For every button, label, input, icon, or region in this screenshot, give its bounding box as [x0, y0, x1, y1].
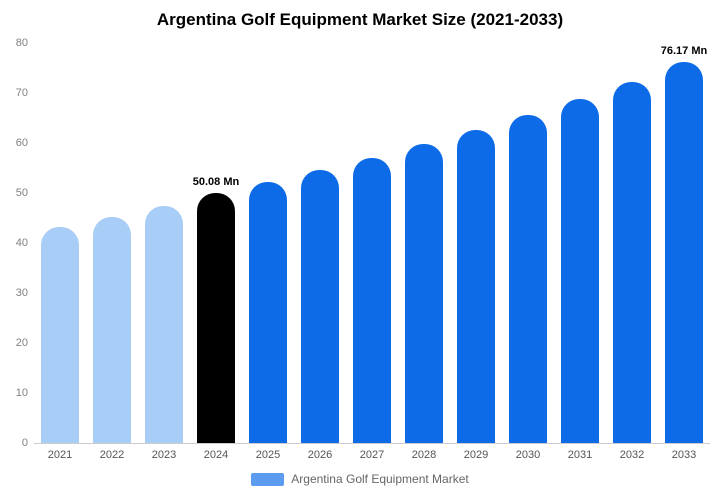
x-tick-label: 2032 [619, 449, 645, 461]
x-tick-label: 2028 [411, 449, 437, 461]
bar-slot [294, 42, 346, 443]
x-axis: 2021 2022 2023 2024 2025 2026 2027 2028 2029 2030… [34, 449, 710, 461]
legend-label: Argentina Golf Equipment Market [291, 472, 469, 486]
x-tick-label: 2024 [203, 449, 229, 461]
x-tick-label: 2031 [567, 449, 593, 461]
x-tick-label: 2023 [151, 449, 177, 461]
data-label: 76.17 Mn [660, 45, 708, 58]
bar-slot [554, 42, 606, 443]
y-tick-label: 40 [15, 237, 28, 249]
bar-2032[interactable] [613, 81, 651, 443]
x-tick-label: 2033 [671, 449, 697, 461]
bar-2028[interactable] [405, 144, 443, 443]
bar-slot [502, 42, 554, 443]
y-tick-label: 10 [15, 387, 28, 399]
bar-2022[interactable] [93, 216, 131, 443]
bar-2026[interactable] [301, 170, 339, 443]
y-tick-label: 50 [15, 187, 28, 199]
x-tick-label: 2027 [359, 449, 385, 461]
y-axis: 0 10 20 30 40 50 60 70 80 [2, 37, 30, 449]
bars-row: 50.08 Mn 76.17 Mn [34, 42, 710, 443]
bar-slot [606, 42, 658, 443]
bar-2023[interactable] [145, 206, 183, 443]
x-tick-label: 2021 [47, 449, 73, 461]
bar-slot [346, 42, 398, 443]
bar-2027[interactable] [353, 158, 391, 443]
legend[interactable]: Argentina Golf Equipment Market [0, 472, 720, 486]
y-tick-label: 70 [15, 87, 28, 99]
bar-2025[interactable] [249, 181, 287, 443]
bar-slot [398, 42, 450, 443]
bar-2029[interactable] [457, 129, 495, 443]
legend-swatch [251, 472, 285, 486]
bar-2033[interactable] [665, 62, 703, 443]
y-tick-label: 0 [21, 437, 28, 449]
chart-title: Argentina Golf Equipment Market Size (20… [156, 10, 564, 29]
y-tick-label: 30 [15, 287, 28, 299]
x-tick-label: 2025 [255, 449, 281, 461]
bar-slot: 50.08 Mn [190, 42, 242, 443]
y-tick-label: 20 [15, 337, 28, 349]
x-tick-label: 2029 [463, 449, 489, 461]
y-tick-label: 60 [15, 137, 28, 149]
bar-2031[interactable] [561, 98, 599, 443]
bar-2024[interactable] [197, 192, 235, 443]
bar-slot [86, 42, 138, 443]
bar-slot [34, 42, 86, 443]
bar-2021[interactable] [41, 227, 79, 443]
bar-slot [450, 42, 502, 443]
x-tick-label: 2026 [307, 449, 333, 461]
y-tick-label: 80 [15, 37, 28, 49]
bar-slot [242, 42, 294, 443]
bar-slot [138, 42, 190, 443]
x-tick-label: 2022 [99, 449, 125, 461]
plot-area: 0 10 20 30 40 50 60 70 80 50.08 Mn 76.17 Mn [16, 37, 710, 449]
x-tick-label: 2030 [515, 449, 541, 461]
bar-2030[interactable] [509, 114, 547, 443]
data-label: 50.08 Mn [192, 175, 240, 188]
bar-slot: 76.17 Mn [658, 42, 710, 443]
